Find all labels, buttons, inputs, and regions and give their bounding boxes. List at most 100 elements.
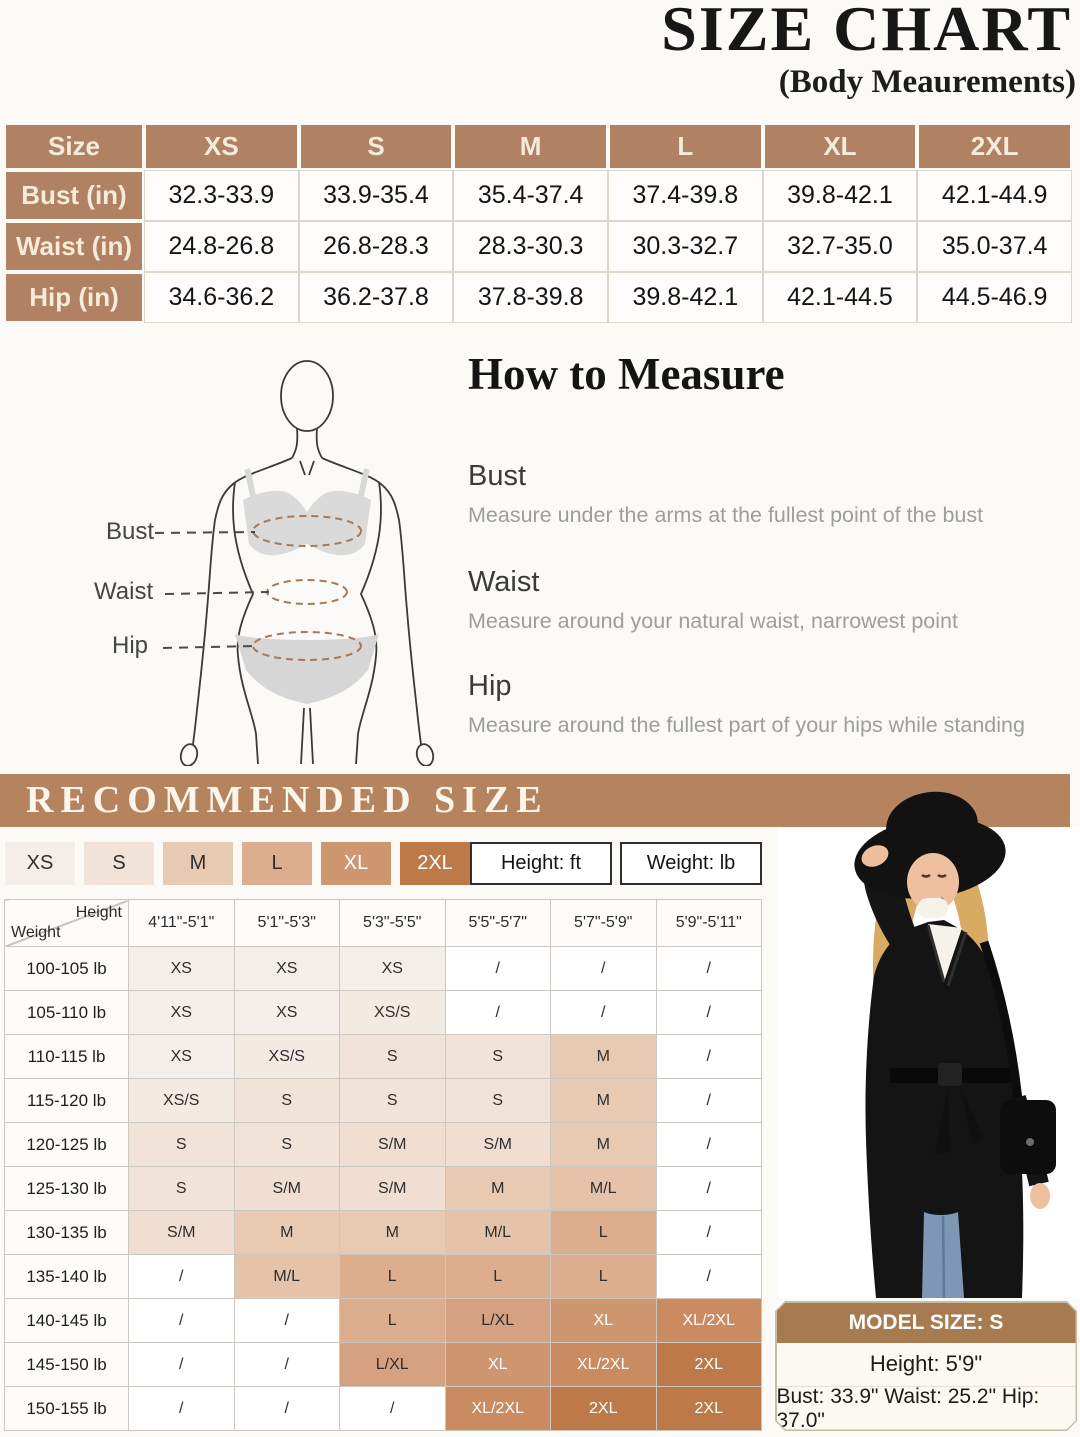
rec-table-size-cell: S	[444, 1078, 551, 1123]
size-table-cell: 42.1-44.9	[917, 170, 1072, 221]
rec-table-size-cell: XS	[128, 1034, 235, 1079]
rec-table-size-cell: /	[550, 946, 657, 991]
rec-table-size-cell: /	[655, 1078, 762, 1123]
size-table-cell: 33.9-35.4	[298, 170, 454, 221]
size-table-row-label: Bust (in)	[4, 170, 144, 221]
rec-table-size-cell: /	[444, 946, 551, 991]
size-table-cell: 34.6-36.2	[144, 272, 299, 323]
rec-table-size-cell: XS/S	[233, 1034, 340, 1079]
body-measurement-table: Size XS S M L XL 2XL Bust (in) 32.3-33.9 33.9-35.…	[4, 123, 1072, 323]
size-legend: XS S M L XL 2XL	[5, 842, 470, 885]
page-subtitle: (Body Meaurements)	[778, 64, 1076, 100]
size-table-cell: 32.3-33.9	[144, 170, 299, 221]
page-title: SIZE CHART	[661, 0, 1072, 64]
size-table-cell: 26.8-28.3	[298, 221, 454, 272]
rec-table-size-cell: /	[655, 1254, 762, 1299]
rec-table-size-cell: M	[444, 1166, 551, 1211]
model-height: Height: 5'9"	[869, 1351, 983, 1376]
rec-table-size-cell: /	[233, 1386, 340, 1431]
rec-table-size-cell: /	[339, 1386, 446, 1431]
rec-table-size-cell: /	[128, 1342, 235, 1387]
rec-table-height-header: 5'9"-5'11"	[655, 899, 762, 947]
rec-table-corner: Height Weight	[4, 899, 129, 947]
rec-table-size-cell: /	[233, 1342, 340, 1387]
weight-unit-box: Weight: lb	[620, 842, 762, 885]
rec-table-size-cell: M/L	[444, 1210, 551, 1255]
rec-table-size-cell: XS	[339, 946, 446, 991]
rec-table-size-cell: /	[128, 1254, 235, 1299]
rec-table-height-header: 5'5"-5'7"	[444, 899, 551, 947]
size-table-column-header: 2XL	[917, 123, 1072, 170]
rec-table-size-cell: M	[550, 1034, 657, 1079]
rec-table-size-cell: L	[550, 1254, 657, 1299]
measure-hip-label: Hip	[468, 670, 512, 702]
rec-table-height-header: 5'3"-5'5"	[339, 899, 446, 947]
legend-swatch-xs: XS	[5, 842, 75, 885]
rec-table-size-cell: L	[339, 1254, 446, 1299]
size-table-column-header: M	[453, 123, 608, 170]
rec-table-size-cell: XS/S	[128, 1078, 235, 1123]
rec-table-size-cell: XS/S	[339, 990, 446, 1035]
rec-table-size-cell: XL	[550, 1298, 657, 1343]
size-table-cell: 37.8-39.8	[453, 272, 608, 323]
rec-table-size-cell: M/L	[550, 1166, 657, 1211]
rec-table-size-cell: S	[233, 1078, 340, 1123]
measure-bust-label: Bust	[468, 460, 527, 492]
rec-table-size-cell: L	[339, 1298, 446, 1343]
diagram-hip-label: Hip	[112, 632, 149, 659]
rec-table-size-cell: XS	[128, 990, 235, 1035]
diagram-waist-label: Waist	[94, 578, 154, 605]
rec-table-size-cell: S	[128, 1122, 235, 1167]
rec-table-size-cell: /	[233, 1298, 340, 1343]
rec-table-size-cell: /	[655, 946, 762, 991]
rec-table-size-cell: S/M	[128, 1210, 235, 1255]
rec-table-size-cell: S/M	[339, 1122, 446, 1167]
diagram-bust-label: Bust	[106, 518, 155, 545]
size-table-cell: 24.8-26.8	[144, 221, 299, 272]
rec-table-height-header: 4'11"-5'1"	[128, 899, 235, 947]
rec-table-weight-label: 120-125 lb	[4, 1122, 129, 1167]
corner-weight-label: Weight	[11, 924, 61, 941]
rec-table-size-cell: XL/2XL	[444, 1386, 551, 1431]
measure-hip-description: Measure around the fullest part of your …	[468, 713, 1025, 737]
rec-table-size-cell: /	[128, 1386, 235, 1431]
rec-table-size-cell: /	[655, 1034, 762, 1079]
rec-table-size-cell: S/M	[233, 1166, 340, 1211]
rec-table-size-cell: L	[550, 1210, 657, 1255]
model-size-box-inner: MODEL SIZE: S Height: 5'9" Bust: 33.9" W…	[777, 1303, 1076, 1430]
rec-table-size-cell: M	[550, 1078, 657, 1123]
rec-table-size-cell: /	[444, 990, 551, 1035]
rec-table-size-cell: XL/2XL	[655, 1298, 762, 1343]
rec-table-size-cell: S	[339, 1034, 446, 1079]
model-size-box: MODEL SIZE: S Height: 5'9" Bust: 33.9" W…	[775, 1301, 1077, 1431]
rec-table-size-cell: /	[655, 1210, 762, 1255]
rec-table-weight-label: 140-145 lb	[4, 1298, 129, 1343]
legend-swatch-xl: XL	[321, 842, 391, 885]
rec-table-weight-label: 110-115 lb	[4, 1034, 129, 1079]
rec-table-size-cell: 2XL	[655, 1342, 762, 1387]
rec-table-size-cell: /	[655, 1166, 762, 1211]
rec-table-size-cell: S/M	[444, 1122, 551, 1167]
legend-swatch-s: S	[84, 842, 154, 885]
size-table-cell: 44.5-46.9	[917, 272, 1072, 323]
rec-table-weight-label: 150-155 lb	[4, 1386, 129, 1431]
measure-waist-label: Waist	[468, 566, 540, 598]
how-to-measure-title: How to Measure	[468, 349, 785, 399]
legend-swatch-2xl: 2XL	[400, 842, 470, 885]
corner-height-label: Height	[75, 904, 122, 921]
size-table-cell: 42.1-44.5	[762, 272, 918, 323]
rec-table-size-cell: S	[339, 1078, 446, 1123]
size-table-column-header: XL	[762, 123, 918, 170]
size-table-column-header: S	[298, 123, 454, 170]
height-unit-box: Height: ft	[470, 842, 612, 885]
rec-table-size-cell: M/L	[233, 1254, 340, 1299]
legend-swatch-l: L	[242, 842, 312, 885]
size-table-corner-header: Size	[4, 123, 144, 170]
size-table-cell: 37.4-39.8	[607, 170, 763, 221]
size-table-column-header: XS	[144, 123, 299, 170]
size-table-cell: 39.8-42.1	[607, 272, 763, 323]
size-table-row-label: Hip (in)	[4, 272, 144, 323]
rec-table-size-cell: 2XL	[550, 1386, 657, 1431]
rec-table-size-cell: L	[444, 1254, 551, 1299]
rec-table-size-cell: XS	[233, 946, 340, 991]
